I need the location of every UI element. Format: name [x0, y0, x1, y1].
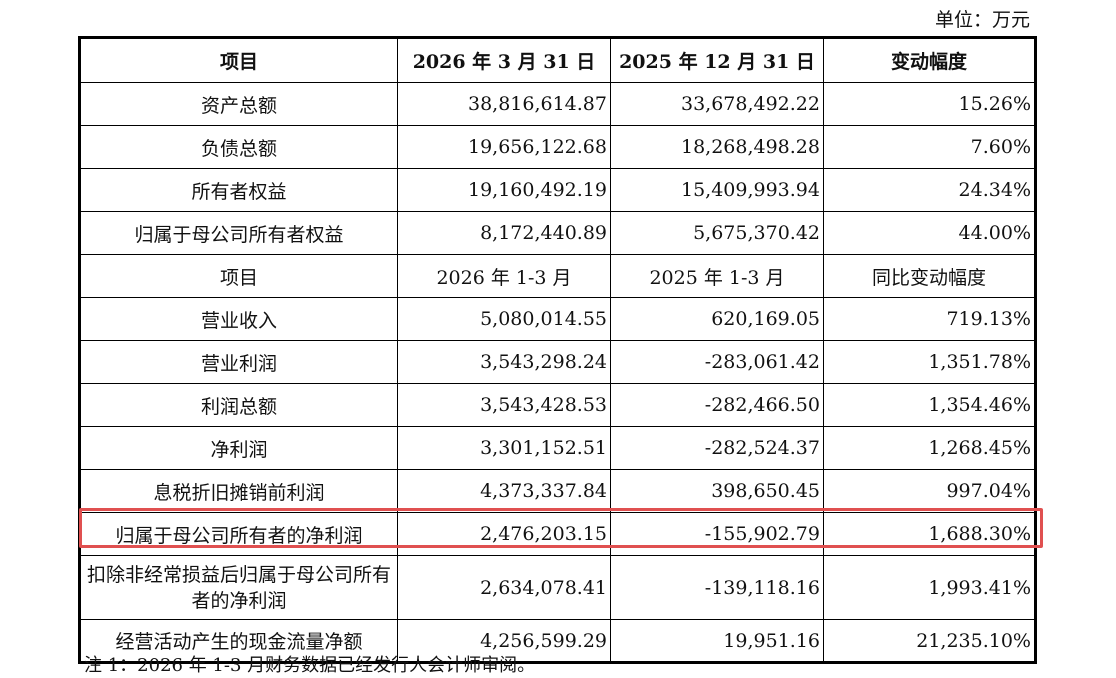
subheader-previous-period: 2025 年 1-3 月 — [610, 254, 824, 298]
current-value: 3,543,428.53 — [397, 383, 611, 427]
change-value: 21,235.10% — [823, 619, 1036, 663]
row-label: 营业利润 — [79, 340, 398, 384]
table-row: 所有者权益 19,160,492.19 15,409,993.94 24.34% — [79, 168, 1036, 212]
row-label: 扣除非经常损益后归属于母公司所有者的净利润 — [79, 555, 398, 620]
previous-value: 19,951.16 — [610, 619, 824, 663]
table-header-row: 项目 2026 年 3 月 31 日 2025 年 12 月 31 日 变动幅度 — [79, 37, 1036, 83]
previous-value: 398,650.45 — [610, 469, 824, 513]
row-label: 负债总额 — [79, 125, 398, 169]
table-row-highlighted: 归属于母公司所有者的净利润 2,476,203.15 -155,902.79 1… — [79, 512, 1036, 556]
table-subheader-row: 项目 2026 年 1-3 月 2025 年 1-3 月 同比变动幅度 — [79, 254, 1036, 298]
row-label: 利润总额 — [79, 383, 398, 427]
row-label: 归属于母公司所有者的净利润 — [79, 512, 398, 556]
change-value: 7.60% — [823, 125, 1036, 169]
current-value: 2,634,078.41 — [397, 555, 611, 620]
change-value: 997.04% — [823, 469, 1036, 513]
row-label: 资产总额 — [79, 82, 398, 126]
current-value: 3,301,152.51 — [397, 426, 611, 470]
previous-value: -282,524.37 — [610, 426, 824, 470]
change-value: 44.00% — [823, 211, 1036, 255]
row-label: 营业收入 — [79, 297, 398, 341]
current-value: 19,656,122.68 — [397, 125, 611, 169]
financial-summary-table: 项目 2026 年 3 月 31 日 2025 年 12 月 31 日 变动幅度… — [78, 36, 1037, 664]
table-row: 利润总额 3,543,428.53 -282,466.50 1,354.46% — [79, 383, 1036, 427]
header-previous-date: 2025 年 12 月 31 日 — [610, 37, 824, 83]
current-value: 19,160,492.19 — [397, 168, 611, 212]
row-label: 归属于母公司所有者权益 — [79, 211, 398, 255]
previous-value: 18,268,498.28 — [610, 125, 824, 169]
subheader-current-period: 2026 年 1-3 月 — [397, 254, 611, 298]
header-current-date: 2026 年 3 月 31 日 — [397, 37, 611, 83]
table-row: 息税折旧摊销前利润 4,373,337.84 398,650.45 997.04… — [79, 469, 1036, 513]
row-label: 息税折旧摊销前利润 — [79, 469, 398, 513]
change-value: 719.13% — [823, 297, 1036, 341]
unit-label: 单位：万元 — [934, 9, 1030, 31]
previous-value: -155,902.79 — [610, 512, 824, 556]
subheader-change: 同比变动幅度 — [823, 254, 1036, 298]
current-value: 5,080,014.55 — [397, 297, 611, 341]
current-value: 4,373,337.84 — [397, 469, 611, 513]
current-value: 4,256,599.29 — [397, 619, 611, 663]
change-value: 1,354.46% — [823, 383, 1036, 427]
previous-value: 15,409,993.94 — [610, 168, 824, 212]
change-value: 1,993.41% — [823, 555, 1036, 620]
subheader-item: 项目 — [79, 254, 398, 298]
current-value: 3,543,298.24 — [397, 340, 611, 384]
table-row: 营业利润 3,543,298.24 -283,061.42 1,351.78% — [79, 340, 1036, 384]
table-row: 营业收入 5,080,014.55 620,169.05 719.13% — [79, 297, 1036, 341]
current-value: 38,816,614.87 — [397, 82, 611, 126]
table-row: 扣除非经常损益后归属于母公司所有者的净利润 2,634,078.41 -139,… — [79, 555, 1036, 620]
header-change: 变动幅度 — [823, 37, 1036, 83]
current-value: 2,476,203.15 — [397, 512, 611, 556]
row-label: 经营活动产生的现金流量净额 — [79, 619, 398, 663]
previous-value: -282,466.50 — [610, 383, 824, 427]
change-value: 15.26% — [823, 82, 1036, 126]
header-item: 项目 — [79, 37, 398, 83]
previous-value: -139,118.16 — [610, 555, 824, 620]
table-row: 经营活动产生的现金流量净额 4,256,599.29 19,951.16 21,… — [79, 619, 1036, 663]
previous-value: -283,061.42 — [610, 340, 824, 384]
table-row: 归属于母公司所有者权益 8,172,440.89 5,675,370.42 44… — [79, 211, 1036, 255]
table-row: 负债总额 19,656,122.68 18,268,498.28 7.60% — [79, 125, 1036, 169]
current-value: 8,172,440.89 — [397, 211, 611, 255]
change-value: 1,688.30% — [823, 512, 1036, 556]
previous-value: 620,169.05 — [610, 297, 824, 341]
table-row: 净利润 3,301,152.51 -282,524.37 1,268.45% — [79, 426, 1036, 470]
table-row: 资产总额 38,816,614.87 33,678,492.22 15.26% — [79, 82, 1036, 126]
change-value: 1,268.45% — [823, 426, 1036, 470]
row-label: 所有者权益 — [79, 168, 398, 212]
change-value: 1,351.78% — [823, 340, 1036, 384]
change-value: 24.34% — [823, 168, 1036, 212]
footnote: 注 1：2026 年 1-3 月财务数据已经发行人会计师审阅。 — [84, 655, 536, 676]
row-label: 净利润 — [79, 426, 398, 470]
previous-value: 33,678,492.22 — [610, 82, 824, 126]
previous-value: 5,675,370.42 — [610, 211, 824, 255]
